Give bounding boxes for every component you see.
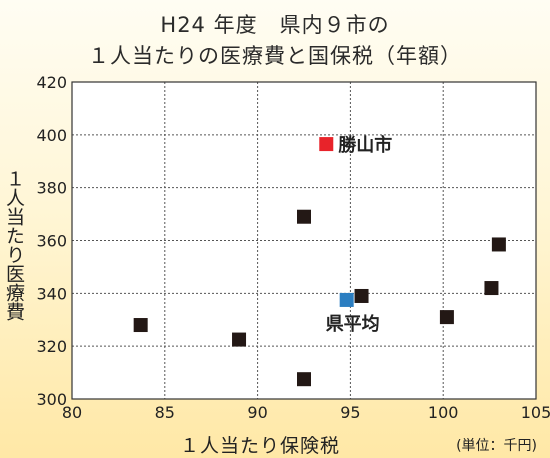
x-tick-label: 85 <box>155 403 175 422</box>
y-tick-label: 340 <box>36 284 67 303</box>
y-tick-label: 300 <box>36 390 67 409</box>
y-axis-label: １人当たり医療費 <box>3 169 25 321</box>
y-tick-label: 420 <box>36 73 67 92</box>
x-tick-label: 100 <box>428 403 459 422</box>
x-tick-label: 95 <box>340 403 360 422</box>
y-tick-label: 360 <box>36 232 67 251</box>
data-point <box>133 318 148 333</box>
data-point <box>484 281 499 296</box>
x-axis-label: １人当たり保険税 <box>180 435 341 457</box>
x-tick-label: 105 <box>521 403 550 422</box>
data-point <box>297 372 311 387</box>
data-point <box>339 292 354 307</box>
y-tick-label: 380 <box>36 179 67 198</box>
data-point <box>232 332 247 347</box>
chart-title: H24 年度 県内９市の <box>160 13 390 37</box>
data-label: 県平均 <box>326 313 380 335</box>
x-tick-label: 90 <box>247 403 267 422</box>
plot-frame <box>71 81 537 400</box>
data-point <box>439 310 454 325</box>
y-tick-label: 400 <box>36 126 67 145</box>
y-tick-label: 320 <box>36 337 67 356</box>
data-point <box>319 137 334 152</box>
data-point <box>491 237 506 252</box>
data-point <box>297 209 311 224</box>
data-label: 勝山市 <box>338 134 392 156</box>
chart-subtitle: １人当たりの医療費と国保税（年額） <box>88 44 462 68</box>
data-point <box>354 288 369 303</box>
unit-note: (単位：千円) <box>456 438 537 454</box>
x-tick-label: 80 <box>62 403 82 422</box>
